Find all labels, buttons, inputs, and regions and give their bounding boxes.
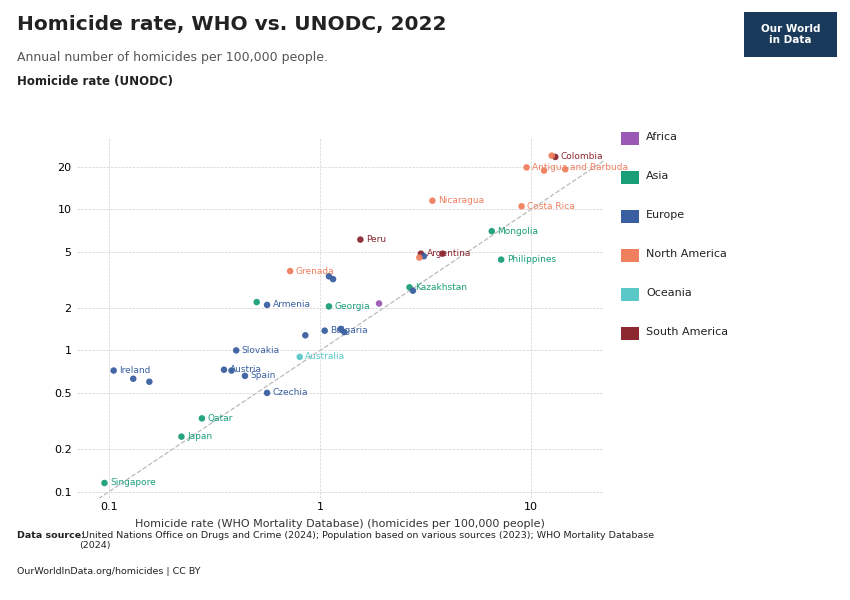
- Text: Austria: Austria: [230, 365, 262, 374]
- Text: Australia: Australia: [305, 352, 345, 361]
- Point: [354, 235, 367, 244]
- Point: [218, 365, 231, 374]
- Point: [436, 249, 450, 259]
- Point: [318, 326, 332, 335]
- Text: Singapore: Singapore: [110, 478, 156, 487]
- Text: Data source:: Data source:: [17, 531, 85, 540]
- Text: South America: South America: [646, 327, 728, 337]
- Text: Europe: Europe: [646, 210, 685, 220]
- Point: [260, 388, 274, 398]
- Text: OurWorldInData.org/homicides | CC BY: OurWorldInData.org/homicides | CC BY: [17, 567, 201, 576]
- Text: Bulgaria: Bulgaria: [331, 326, 368, 335]
- Point: [196, 413, 209, 423]
- Point: [250, 297, 264, 307]
- Text: Colombia: Colombia: [561, 152, 604, 161]
- Point: [174, 432, 188, 442]
- Point: [224, 366, 238, 376]
- Text: Africa: Africa: [646, 132, 678, 142]
- Text: Spain: Spain: [251, 371, 276, 380]
- Point: [322, 302, 336, 311]
- Point: [293, 352, 307, 362]
- Point: [412, 253, 426, 262]
- Point: [98, 478, 111, 488]
- Point: [238, 371, 252, 380]
- Point: [545, 151, 558, 160]
- Point: [230, 346, 243, 355]
- Text: Mongolia: Mongolia: [497, 227, 538, 236]
- Text: Nicaragua: Nicaragua: [438, 196, 484, 205]
- Text: Slovakia: Slovakia: [241, 346, 280, 355]
- Point: [537, 166, 551, 175]
- Point: [417, 251, 431, 261]
- Text: Georgia: Georgia: [335, 302, 370, 311]
- X-axis label: Homicide rate (WHO Mortality Database) (homicides per 100,000 people): Homicide rate (WHO Mortality Database) (…: [135, 519, 545, 529]
- Text: Grenada: Grenada: [296, 266, 334, 275]
- Text: Ireland: Ireland: [119, 366, 150, 375]
- Point: [406, 286, 420, 295]
- Point: [548, 152, 562, 162]
- Point: [127, 374, 140, 383]
- Point: [260, 300, 274, 310]
- Text: Qatar: Qatar: [207, 414, 233, 423]
- Text: Kazakhstan: Kazakhstan: [415, 283, 468, 292]
- Text: Costa Rica: Costa Rica: [527, 202, 575, 211]
- Point: [558, 164, 572, 174]
- Point: [414, 249, 428, 259]
- Text: Armenia: Armenia: [273, 301, 310, 310]
- Text: Homicide rate, WHO vs. UNODC, 2022: Homicide rate, WHO vs. UNODC, 2022: [17, 15, 446, 34]
- Point: [485, 226, 499, 236]
- Text: Japan: Japan: [187, 432, 212, 441]
- Text: Oceania: Oceania: [646, 288, 692, 298]
- Point: [515, 202, 529, 211]
- Point: [326, 274, 340, 284]
- Point: [298, 331, 312, 340]
- Text: Asia: Asia: [646, 171, 670, 181]
- Text: North America: North America: [646, 249, 727, 259]
- Point: [372, 299, 386, 308]
- Text: Czechia: Czechia: [273, 388, 309, 397]
- Point: [495, 255, 508, 265]
- Point: [519, 163, 533, 172]
- Text: United Nations Office on Drugs and Crime (2024); Population based on various sou: United Nations Office on Drugs and Crime…: [79, 531, 654, 550]
- Text: Homicide rate (UNODC): Homicide rate (UNODC): [17, 75, 173, 88]
- Point: [143, 377, 156, 386]
- Point: [283, 266, 297, 276]
- Text: Philippines: Philippines: [507, 255, 556, 264]
- Point: [403, 283, 416, 292]
- Point: [334, 324, 348, 334]
- Point: [426, 196, 439, 206]
- Text: Argentina: Argentina: [427, 249, 471, 258]
- Point: [107, 366, 121, 376]
- Point: [322, 272, 336, 281]
- Text: Peru: Peru: [366, 235, 386, 244]
- Text: Annual number of homicides per 100,000 people.: Annual number of homicides per 100,000 p…: [17, 51, 328, 64]
- Text: Our World
in Data: Our World in Data: [761, 23, 820, 45]
- Point: [337, 327, 351, 337]
- Text: Antigua and Barbuda: Antigua and Barbuda: [532, 163, 628, 172]
